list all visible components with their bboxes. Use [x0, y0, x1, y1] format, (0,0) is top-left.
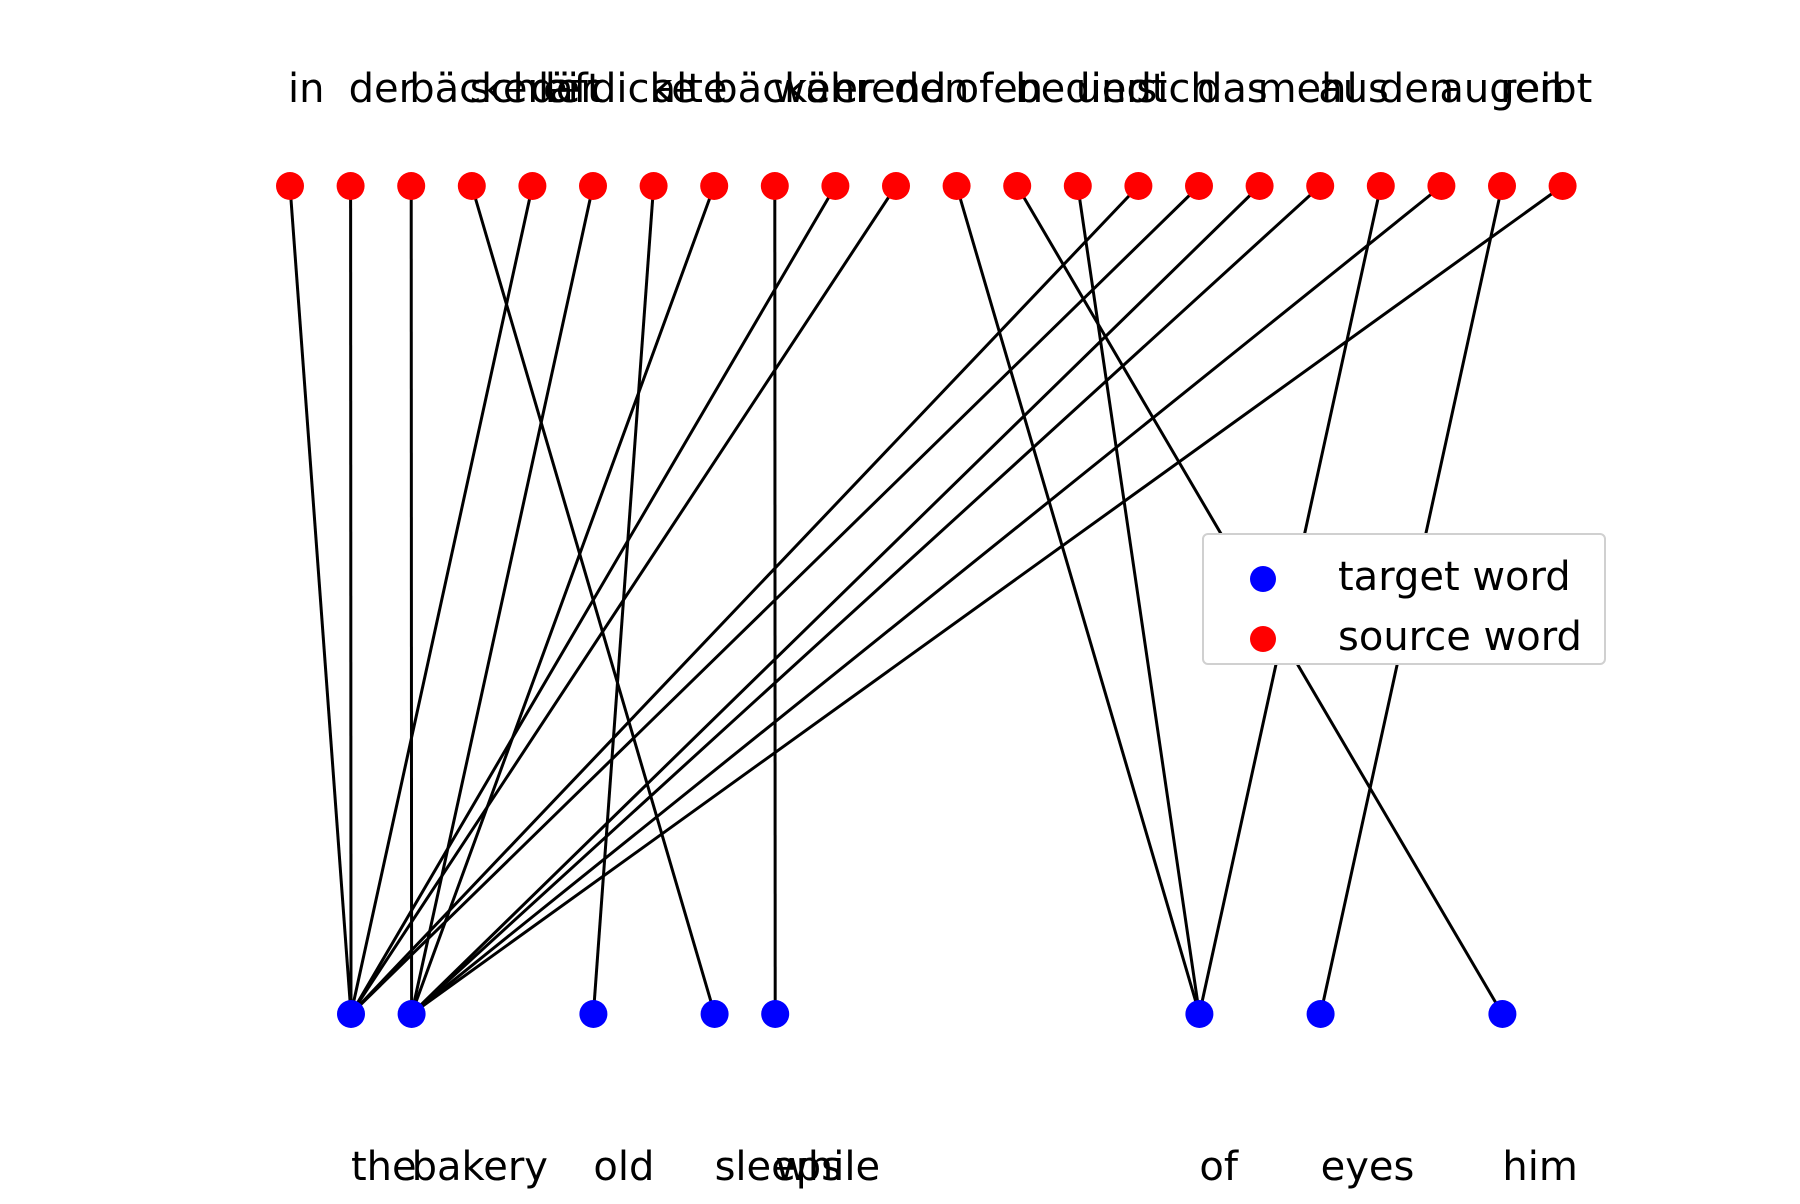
source-word-label: in — [288, 66, 324, 112]
source-word-dot — [943, 172, 971, 200]
legend-item-target: target word — [1204, 555, 1604, 595]
target-dot-icon — [1250, 566, 1276, 592]
target-word-dot — [1307, 1000, 1335, 1028]
target-word-dot — [1185, 1000, 1213, 1028]
source-word-dot — [1185, 172, 1213, 200]
target-word-dot — [398, 1000, 426, 1028]
legend: target word source word — [1202, 533, 1606, 665]
source-word-dot — [1306, 172, 1334, 200]
source-word-dot — [397, 172, 425, 200]
source-dots — [276, 172, 1577, 200]
alignment-line — [351, 186, 835, 1014]
target-word-label: eyes — [1321, 1144, 1415, 1190]
source-word-dot — [1003, 172, 1031, 200]
source-word-dot — [882, 172, 910, 200]
source-dot-icon — [1250, 626, 1276, 652]
legend-label-source: source word — [1338, 617, 1582, 657]
source-word-dot — [761, 172, 789, 200]
alignment-line — [290, 186, 351, 1014]
target-word-dot — [701, 1000, 729, 1028]
source-word-dot — [518, 172, 546, 200]
alignment-line — [412, 186, 1260, 1014]
target-word-dot — [1488, 1000, 1516, 1028]
target-dots — [337, 1000, 1516, 1028]
source-word-dot — [1124, 172, 1152, 200]
source-word-dot — [579, 172, 607, 200]
legend-item-source: source word — [1204, 615, 1604, 655]
target-word-label: of — [1199, 1144, 1238, 1190]
alignment-line — [957, 186, 1200, 1014]
target-word-label: while — [775, 1144, 880, 1190]
source-word-dot — [1488, 172, 1516, 200]
source-word-dot — [1427, 172, 1455, 200]
target-word-dot — [761, 1000, 789, 1028]
target-word-label: bakery — [412, 1144, 548, 1190]
source-word-label: der — [349, 66, 416, 112]
target-word-dot — [579, 1000, 607, 1028]
source-word-label: der — [530, 66, 597, 112]
alignment-line — [412, 186, 715, 1014]
target-word-label: the — [351, 1144, 417, 1190]
source-word-dot — [337, 172, 365, 200]
alignment-line — [1078, 186, 1200, 1014]
target-word-label: old — [593, 1144, 654, 1190]
source-word-dot — [700, 172, 728, 200]
source-word-dot — [1367, 172, 1395, 200]
source-word-dot — [458, 172, 486, 200]
source-word-dot — [821, 172, 849, 200]
source-word-label: er — [833, 66, 875, 112]
target-word-label: him — [1502, 1144, 1577, 1190]
alignment-line — [351, 186, 896, 1014]
target-word-dot — [337, 1000, 365, 1028]
legend-label-target: target word — [1338, 557, 1571, 597]
alignment-line — [412, 186, 1321, 1014]
alignment-line — [351, 186, 1138, 1014]
source-word-dot — [1246, 172, 1274, 200]
source-word-dot — [276, 172, 304, 200]
source-word-label: reibt — [1500, 66, 1592, 112]
alignment-line — [351, 186, 532, 1014]
source-word-dot — [640, 172, 668, 200]
source-word-dot — [1064, 172, 1092, 200]
source-word-dot — [1549, 172, 1577, 200]
